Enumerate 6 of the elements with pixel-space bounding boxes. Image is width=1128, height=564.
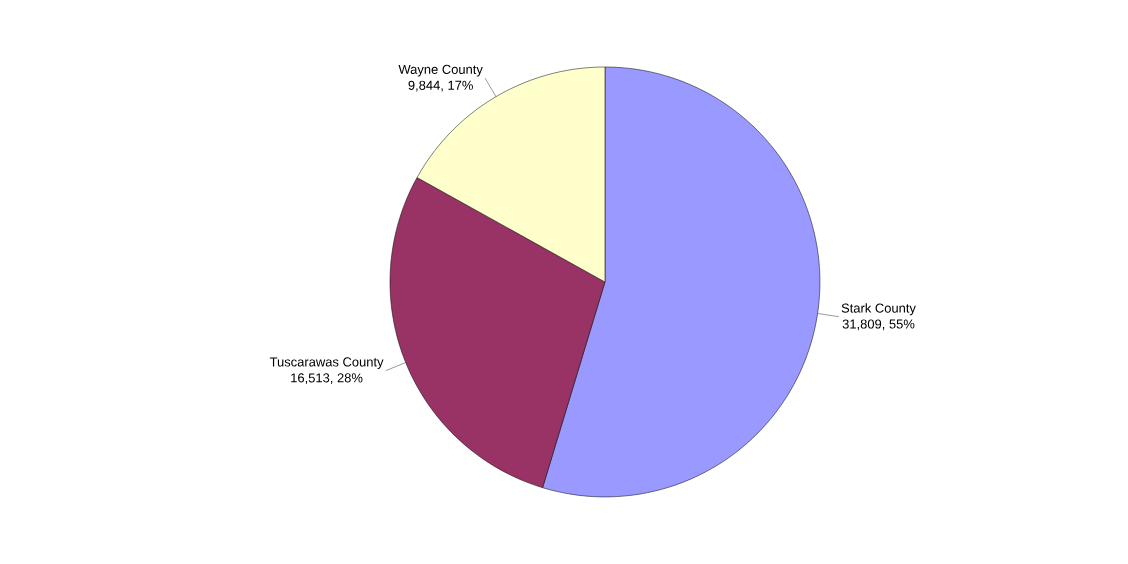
data-label: 31,809, 55% <box>842 319 915 331</box>
data-label: 16,513, 28% <box>291 373 363 385</box>
slice-label: Stark County <box>841 303 916 316</box>
slice-label: Wayne County <box>398 64 483 77</box>
data-label: 9,844, 17% <box>408 80 473 92</box>
slice-label: Tuscarawas County <box>269 357 384 370</box>
